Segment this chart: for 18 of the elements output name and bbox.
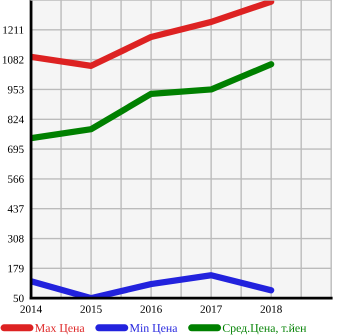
y-tick-label: 566 <box>8 175 24 183</box>
x-tick-label: 2018 <box>260 305 282 313</box>
y-tick-label: 1082 <box>2 56 24 64</box>
legend-label: Max Цена <box>35 324 84 334</box>
x-tick-label: 2017 <box>200 305 222 313</box>
y-tick-label: 695 <box>8 146 24 154</box>
y-tick-label: 437 <box>8 205 24 213</box>
y-tick-label: 50 <box>14 294 24 302</box>
x-tick-label: 2016 <box>140 305 162 313</box>
y-tick-label: 824 <box>8 116 24 124</box>
x-tick-label: 2014 <box>20 305 42 313</box>
legend-label: Сред.Цена, т.йен <box>222 324 306 334</box>
y-tick-label: 953 <box>8 86 24 94</box>
x-tick-label: 2015 <box>80 305 102 313</box>
legend-label: Min Цена <box>130 324 178 334</box>
y-tick-label: 179 <box>8 264 24 272</box>
y-tick-label: 308 <box>8 234 24 242</box>
y-tick-label: 1211 <box>3 26 24 34</box>
